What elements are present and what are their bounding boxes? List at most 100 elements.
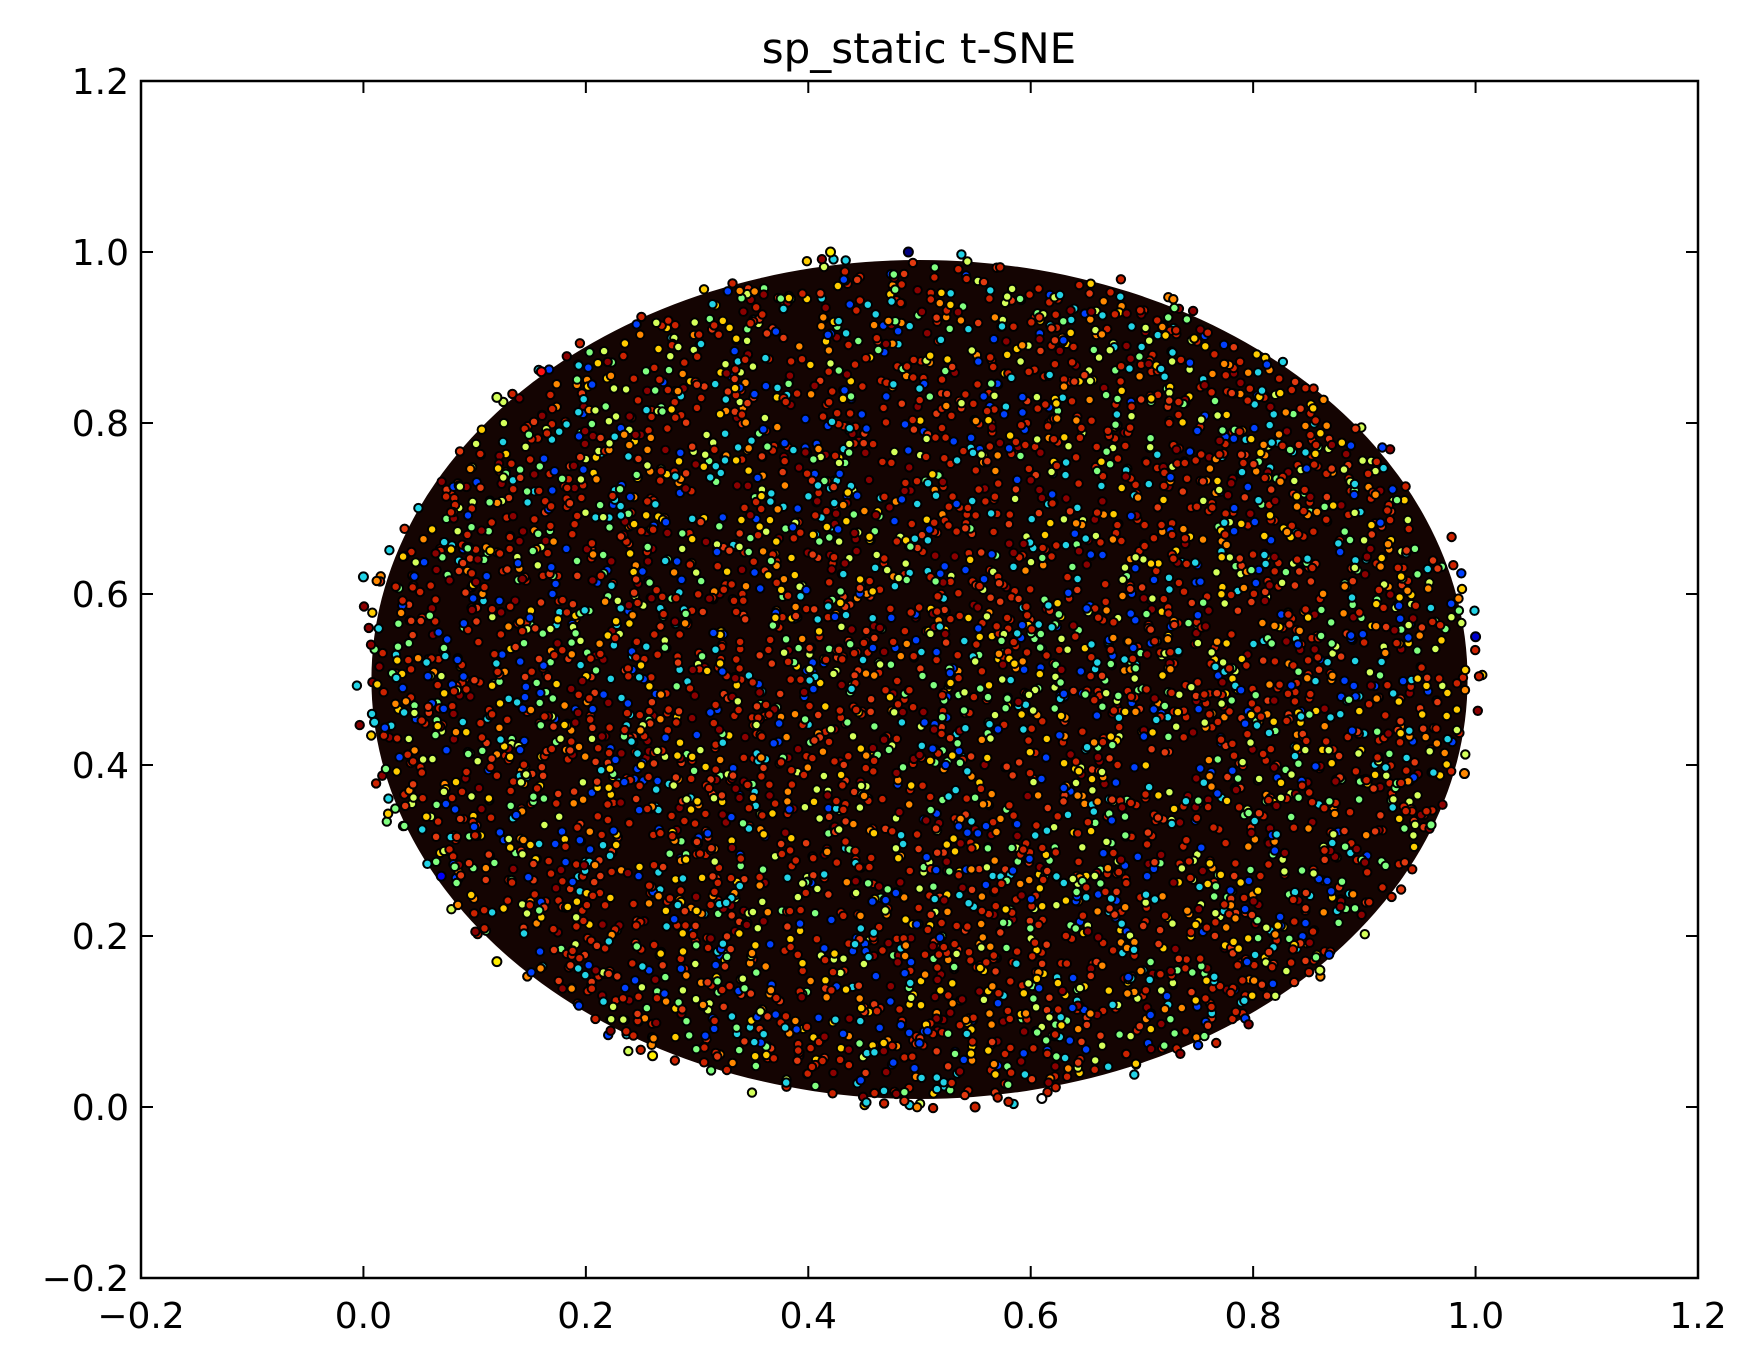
cloud-point <box>1208 822 1219 833</box>
cloud-point <box>492 666 503 678</box>
cloud-point <box>595 570 606 581</box>
cloud-point <box>1289 750 1301 762</box>
cloud-point <box>1085 278 1096 289</box>
cloud-point <box>854 802 866 813</box>
cloud-point <box>449 804 461 815</box>
cloud-point <box>1225 885 1236 896</box>
cloud-point <box>965 1048 977 1059</box>
cloud-point <box>1269 656 1281 667</box>
cloud-point <box>721 566 733 577</box>
cloud-point <box>891 733 902 744</box>
cloud-point <box>801 1021 813 1033</box>
cloud-point <box>819 1031 830 1042</box>
cloud-point <box>566 683 577 695</box>
cloud-point <box>1385 589 1396 600</box>
cloud-point <box>547 485 558 496</box>
cloud-point <box>843 1059 855 1071</box>
cloud-point <box>758 424 769 435</box>
cloud-point <box>925 628 936 639</box>
cloud-point <box>853 980 864 991</box>
cloud-point <box>1112 759 1123 771</box>
cloud-point <box>1270 495 1281 506</box>
cloud-point <box>1315 630 1327 642</box>
cloud-point <box>1300 744 1311 756</box>
cloud-point <box>1003 519 1015 530</box>
cloud-point <box>1001 336 1012 347</box>
cloud-point <box>1315 428 1326 439</box>
cloud-point <box>1346 725 1358 736</box>
cloud-point <box>1130 1058 1142 1069</box>
cloud-point <box>1206 781 1217 792</box>
cloud-point <box>992 998 1004 1009</box>
cloud-point <box>911 919 922 930</box>
cloud-point <box>574 338 586 349</box>
cloud-point <box>758 289 769 300</box>
cloud-point <box>806 1061 818 1073</box>
cloud-point <box>1051 1051 1062 1062</box>
cloud-point <box>1035 628 1047 640</box>
cloud-point <box>697 606 708 618</box>
cloud-point <box>778 332 789 344</box>
cloud-point <box>1380 710 1391 721</box>
cloud-point <box>835 586 846 597</box>
cloud-point <box>734 528 745 539</box>
cloud-point <box>882 884 893 895</box>
cloud-point <box>883 937 894 949</box>
cloud-point <box>1366 529 1378 540</box>
cloud-point <box>700 536 712 548</box>
cloud-point <box>953 264 964 275</box>
cloud-point <box>1140 789 1151 800</box>
cloud-point <box>797 958 808 969</box>
cloud-point <box>1178 523 1189 535</box>
cloud-point <box>587 722 598 733</box>
cloud-point <box>1253 808 1265 819</box>
cloud-point <box>684 559 696 570</box>
cloud-point <box>947 978 958 989</box>
cloud-point <box>614 484 626 495</box>
cloud-point <box>905 607 916 618</box>
cloud-point <box>1336 437 1348 448</box>
cloud-point <box>673 341 684 353</box>
cloud-point <box>399 820 410 832</box>
cloud-point <box>1165 647 1176 658</box>
cloud-point <box>690 920 701 931</box>
cloud-point <box>1391 637 1402 649</box>
cloud-point <box>1025 475 1036 486</box>
cloud-point <box>494 827 506 838</box>
cloud-point <box>1013 593 1024 605</box>
cloud-point <box>930 490 942 501</box>
cloud-point <box>1130 706 1141 717</box>
cloud-point <box>775 838 787 850</box>
cloud-point <box>1430 643 1441 655</box>
cloud-point <box>647 524 659 535</box>
cloud-point <box>963 323 974 335</box>
cloud-point <box>760 352 771 364</box>
cloud-point <box>710 378 721 390</box>
cloud-point <box>629 975 641 986</box>
cloud-point <box>548 923 559 935</box>
cloud-point <box>932 591 943 602</box>
cloud-point <box>1239 903 1251 915</box>
cloud-point <box>856 1002 867 1014</box>
cloud-point <box>518 638 530 649</box>
cloud-point <box>904 462 915 473</box>
cloud-point <box>578 464 589 475</box>
cloud-point <box>587 549 599 560</box>
cloud-point <box>596 829 607 841</box>
cloud-point <box>1299 484 1310 496</box>
cloud-point <box>677 873 689 884</box>
cloud-point <box>1063 441 1074 452</box>
cloud-point <box>436 476 447 487</box>
cloud-point <box>718 584 729 595</box>
cloud-point <box>770 1009 781 1020</box>
cloud-point <box>1399 857 1411 868</box>
cloud-point <box>652 649 663 660</box>
cloud-point <box>1108 617 1119 628</box>
cloud-point <box>931 646 942 658</box>
cloud-point <box>1322 657 1333 668</box>
cloud-point <box>824 577 835 588</box>
cloud-point <box>672 385 684 397</box>
cloud-point <box>778 303 789 315</box>
cloud-point <box>1001 942 1012 954</box>
cloud-point <box>372 679 383 690</box>
